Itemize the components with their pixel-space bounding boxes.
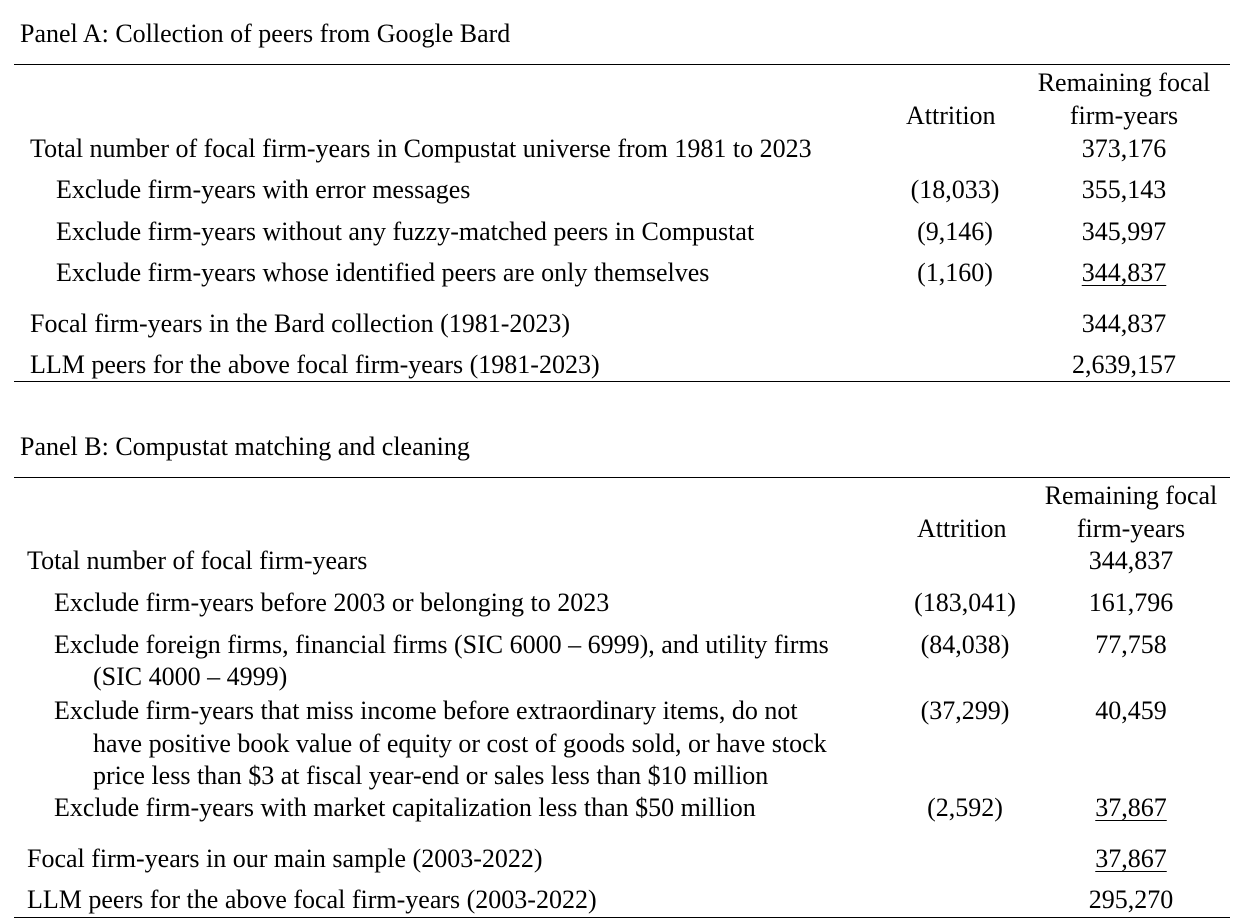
- panel-b-row-label: Exclude firm-years that miss income befo…: [54, 696, 798, 725]
- panel-a-attrition-header: Attrition: [906, 101, 996, 130]
- panel-b-row-attrition: (37,299): [920, 696, 1010, 725]
- panel-a-row-remaining: 355,143: [1081, 175, 1167, 204]
- panel-a-row-remaining: 373,176: [1081, 134, 1167, 163]
- panel-a-row-attrition: (18,033): [910, 175, 1000, 204]
- panel-b-row-remaining: 40,459: [1095, 696, 1167, 725]
- panel-b-row-remaining: 77,758: [1095, 630, 1167, 659]
- panel-b-bottom-rule: [14, 917, 1230, 918]
- panel-b-row-label-continued: have positive book value of equity or co…: [93, 729, 827, 758]
- panel-b-summary-value: 295,270: [1088, 885, 1174, 914]
- panel-b-row-attrition: (183,041): [914, 588, 1016, 617]
- panel-b-row-label-continued: (SIC 4000 – 4999): [93, 662, 288, 691]
- panel-a-row-attrition: (1,160): [917, 258, 993, 287]
- panel-b-summary-value: 37,867: [1031, 846, 1231, 872]
- panel-a-row-label: Exclude firm-years with error messages: [56, 175, 471, 204]
- panel-a-row-label: Total number of focal firm-years in Comp…: [30, 134, 812, 163]
- panel-b-top-rule: [14, 477, 1230, 478]
- panel-a-summary-value: 344,837: [1081, 309, 1167, 338]
- panel-b-row-label: Exclude firm-years before 2003 or belong…: [54, 588, 610, 617]
- panel-b-remaining-header-1: Remaining focal: [1044, 481, 1218, 510]
- panel-a-top-rule: [14, 64, 1230, 65]
- panel-b-row-attrition: (2,592): [927, 793, 1003, 822]
- panel-b-row-remaining: 161,796: [1088, 588, 1174, 617]
- panel-a-summary-label: Focal firm-years in the Bard collection …: [30, 309, 571, 338]
- panel-b-summary-label: Focal firm-years in our main sample (200…: [27, 844, 543, 873]
- panel-b-row-remaining: 37,867: [1031, 795, 1231, 821]
- panel-b-title: Panel B: Compustat matching and cleaning: [20, 432, 470, 461]
- panel-b-row-label: Total number of focal firm-years: [27, 546, 368, 575]
- panel-a-remaining-header-1: Remaining focal: [1037, 68, 1211, 97]
- underlined-value: 344,837: [1081, 258, 1167, 287]
- underlined-value: 37,867: [1095, 793, 1167, 822]
- panel-b-attrition-header: Attrition: [917, 514, 1007, 543]
- panel-a-title: Panel A: Collection of peers from Google…: [20, 19, 511, 48]
- panel-b-row-label: Exclude firm-years with market capitaliz…: [54, 793, 756, 822]
- panel-a-row-label: Exclude firm-years whose identified peer…: [56, 258, 710, 287]
- panel-a-row-attrition: (9,146): [917, 217, 993, 246]
- panel-a-summary-label: LLM peers for the above focal firm-years…: [30, 350, 600, 379]
- panel-b-row-label: Exclude foreign firms, financial firms (…: [54, 630, 829, 659]
- panel-a-summary-value: 2,639,157: [1072, 350, 1176, 379]
- panel-a-row-label: Exclude firm-years without any fuzzy-mat…: [56, 217, 755, 246]
- panel-b-row-remaining: 344,837: [1088, 546, 1174, 575]
- underlined-value: 37,867: [1095, 844, 1167, 873]
- panel-b-row-label-continued: price less than $3 at fiscal year-end or…: [93, 761, 769, 790]
- panel-a-row-remaining: 344,837: [1024, 260, 1224, 286]
- panel-a-remaining-header-2: firm-years: [1069, 101, 1179, 130]
- panel-a-bottom-rule: [14, 381, 1230, 382]
- panel-a-row-remaining: 345,997: [1081, 217, 1167, 246]
- panel-b-remaining-header-2: firm-years: [1076, 514, 1186, 543]
- panel-b-row-attrition: (84,038): [920, 630, 1010, 659]
- panel-b-summary-label: LLM peers for the above focal firm-years…: [27, 885, 597, 914]
